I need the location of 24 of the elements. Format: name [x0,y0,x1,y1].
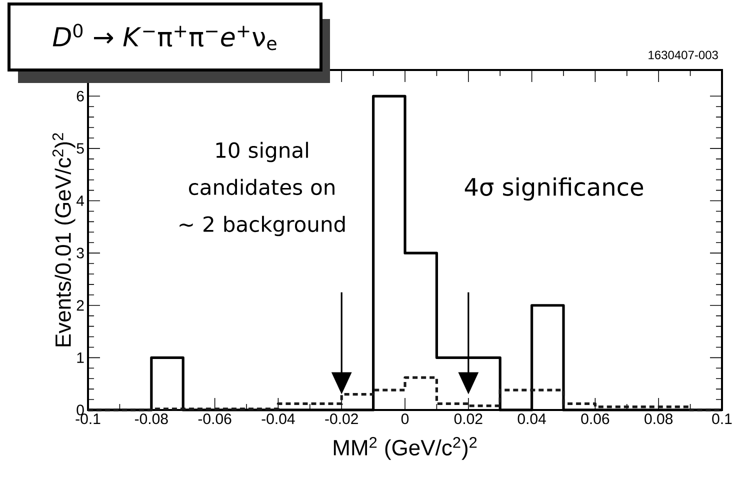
x-tick-label: -0.08 [134,414,168,424]
annotation: 10 signal candidates on ∼ 2 background [180,142,345,236]
x-tick-label: 0.06 [581,414,610,424]
y-tick-label: 6 [76,90,84,102]
x-tick-label: 0.08 [644,414,673,424]
y-axis-title: Events/0.01 (GeV/c$^{2}$)$^{2}$ [52,133,76,346]
x-tick-label: 0.02 [454,414,482,424]
y-tick-label: 3 [76,248,84,258]
x-tick-label: -0.04 [262,414,295,424]
x-axis-title: MM$^{2}$ (GeV/c$^{2}$)$^{2}$ [334,437,477,460]
annotation: 4σ significance [464,177,644,201]
chart-title: D$^{0}$ → K$^{−}$π$^{+}$π$^{−}$e$^{+}$ν$_{e}$ [52,24,276,50]
x-tick-label: 0.1 [712,414,732,424]
x-tick-label: -0.06 [198,414,232,424]
y-tick-label: 5 [76,143,84,154]
x-tick-label: -0.02 [325,414,358,424]
x-tick-label: 0 [401,414,409,424]
y-tick-label: 2 [76,300,84,311]
y-tick-label: 4 [76,196,84,206]
x-tick-label: 0.04 [518,414,546,424]
text: 1630407-003 [648,50,718,60]
x-tick-label: -0.1 [76,414,100,424]
y-tick-label: 0 [76,404,84,416]
y-tick-label: 1 [77,352,84,363]
